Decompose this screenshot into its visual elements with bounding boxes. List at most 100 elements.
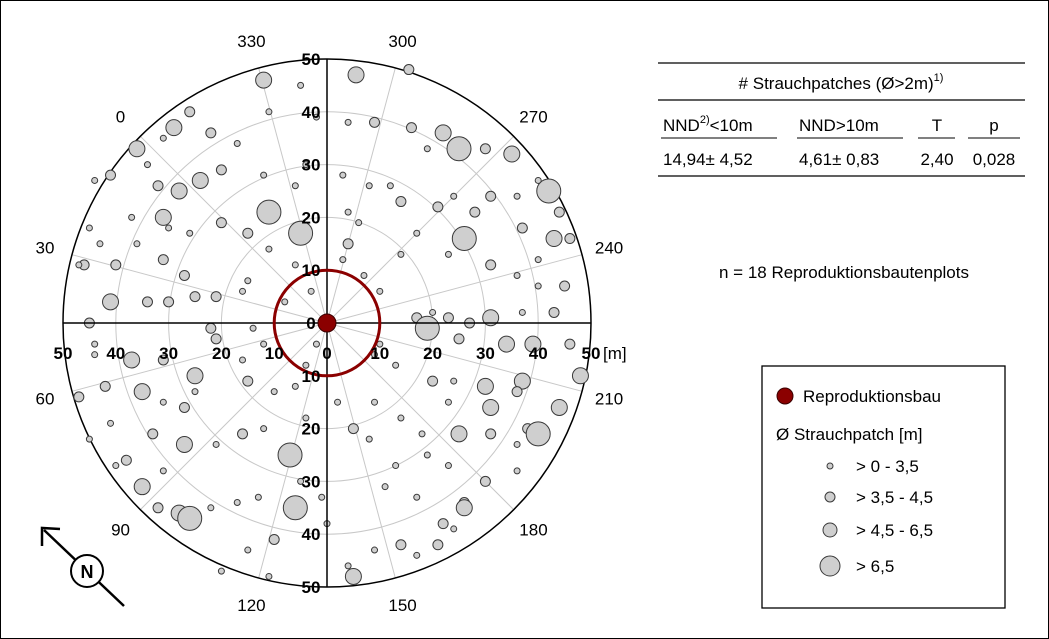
patch-point bbox=[395, 196, 407, 208]
patch-point bbox=[165, 224, 173, 232]
patch-point bbox=[191, 388, 199, 396]
table-cell-t: 2,40 bbox=[920, 150, 953, 169]
x-tick-label-left: 40 bbox=[106, 344, 125, 363]
patch-point bbox=[427, 375, 439, 387]
y-tick-label-zero: 0 bbox=[306, 314, 315, 333]
patch-point bbox=[205, 322, 217, 334]
patch-point bbox=[105, 169, 117, 181]
patch-point bbox=[518, 308, 526, 316]
patch-point bbox=[571, 367, 589, 385]
patch-point bbox=[365, 182, 373, 190]
patch-point bbox=[534, 256, 542, 264]
patch-point bbox=[318, 493, 326, 501]
patch-point bbox=[355, 219, 363, 227]
patch-point bbox=[482, 309, 500, 327]
patch-point bbox=[244, 277, 252, 285]
patch-point bbox=[559, 280, 571, 292]
patch-point bbox=[365, 435, 373, 443]
patch-point bbox=[277, 442, 303, 468]
table-cell-p: 0,028 bbox=[973, 150, 1016, 169]
grid-spoke-7 bbox=[139, 322, 328, 511]
angle-label: 150 bbox=[388, 596, 416, 615]
patch-point bbox=[423, 451, 431, 459]
patch-point bbox=[444, 462, 452, 470]
north-arrow-label: N bbox=[81, 562, 94, 582]
x-tick-label-left: 20 bbox=[212, 344, 231, 363]
patch-point bbox=[297, 477, 305, 485]
patch-point bbox=[255, 71, 273, 89]
patch-point bbox=[85, 435, 93, 443]
patch-point bbox=[534, 282, 542, 290]
legend-size-marker-2 bbox=[824, 491, 836, 503]
patch-point bbox=[102, 293, 120, 311]
y-tick-label-down: 40 bbox=[302, 525, 321, 544]
patch-point bbox=[334, 398, 342, 406]
legend-box bbox=[761, 365, 1006, 609]
patch-point bbox=[242, 227, 254, 239]
angle-label: 90 bbox=[111, 520, 130, 539]
patch-point bbox=[91, 176, 99, 184]
patch-point bbox=[413, 551, 421, 559]
grid-spoke-2 bbox=[326, 254, 583, 324]
patch-point bbox=[550, 398, 568, 416]
patch-point bbox=[525, 421, 551, 447]
patch-point bbox=[312, 113, 320, 121]
patch-point bbox=[479, 143, 491, 155]
patch-point bbox=[282, 495, 308, 521]
legend: Reproduktionsbau Ø Strauchpatch [m] > 0 … bbox=[761, 365, 1006, 609]
patch-point bbox=[312, 340, 320, 348]
patch-point bbox=[413, 493, 421, 501]
sample-size-annotation: n = 18 Reproduktionsbautenplots bbox=[719, 263, 969, 282]
patch-point bbox=[344, 208, 352, 216]
patch-point bbox=[254, 493, 262, 501]
angle-label: 120 bbox=[237, 596, 265, 615]
patch-point bbox=[91, 340, 99, 348]
center-overlay bbox=[63, 59, 591, 587]
patch-point bbox=[498, 335, 516, 353]
patch-point bbox=[239, 356, 247, 364]
table-header-nnd-lt10: NND2)<10m bbox=[663, 114, 753, 135]
y-tick-label-up: 40 bbox=[302, 103, 321, 122]
patch-point bbox=[455, 499, 473, 517]
patch-point bbox=[120, 454, 132, 466]
patch-point bbox=[75, 261, 83, 269]
patch-point bbox=[553, 206, 565, 218]
patch-point bbox=[444, 398, 452, 406]
legend-size-label-4: > 6,5 bbox=[856, 557, 894, 576]
patch-point bbox=[376, 287, 384, 295]
patch-point bbox=[423, 145, 431, 153]
y-tick-label-down: 20 bbox=[302, 420, 321, 439]
patch-point bbox=[413, 229, 421, 237]
patch-point bbox=[159, 134, 167, 142]
patch-point bbox=[453, 333, 465, 345]
angle-label: 30 bbox=[35, 238, 54, 257]
patch-point bbox=[369, 116, 381, 128]
patch-point bbox=[73, 391, 85, 403]
patch-point bbox=[233, 499, 241, 507]
patch-point bbox=[511, 386, 523, 398]
patch-point bbox=[347, 423, 359, 435]
patch-point bbox=[133, 240, 141, 248]
patch-point bbox=[405, 122, 417, 134]
patch-point bbox=[91, 351, 99, 359]
patch-point bbox=[217, 567, 225, 575]
stats-table: # Strauchpatches (Ø>2m)1) NND2)<10m NND>… bbox=[658, 62, 1025, 177]
y-tick-label-down: 50 bbox=[302, 578, 321, 597]
patch-point bbox=[513, 372, 531, 390]
patch-point bbox=[503, 145, 521, 163]
patch-point bbox=[564, 338, 576, 350]
table-header-p: p bbox=[989, 116, 998, 135]
patch-point bbox=[112, 462, 120, 470]
table-cell-nnd-lt10: 14,94± 4,52 bbox=[663, 150, 753, 169]
patch-point bbox=[159, 467, 167, 475]
center-burrow-marker bbox=[317, 313, 337, 333]
patch-point bbox=[242, 375, 254, 387]
patch-point bbox=[442, 312, 454, 324]
patch-point bbox=[339, 171, 347, 179]
patch-point bbox=[446, 136, 472, 162]
patch-point bbox=[548, 306, 560, 318]
patch-point bbox=[157, 254, 169, 266]
patch-point bbox=[233, 139, 241, 147]
patch-point bbox=[344, 562, 352, 570]
patch-point bbox=[96, 240, 104, 248]
